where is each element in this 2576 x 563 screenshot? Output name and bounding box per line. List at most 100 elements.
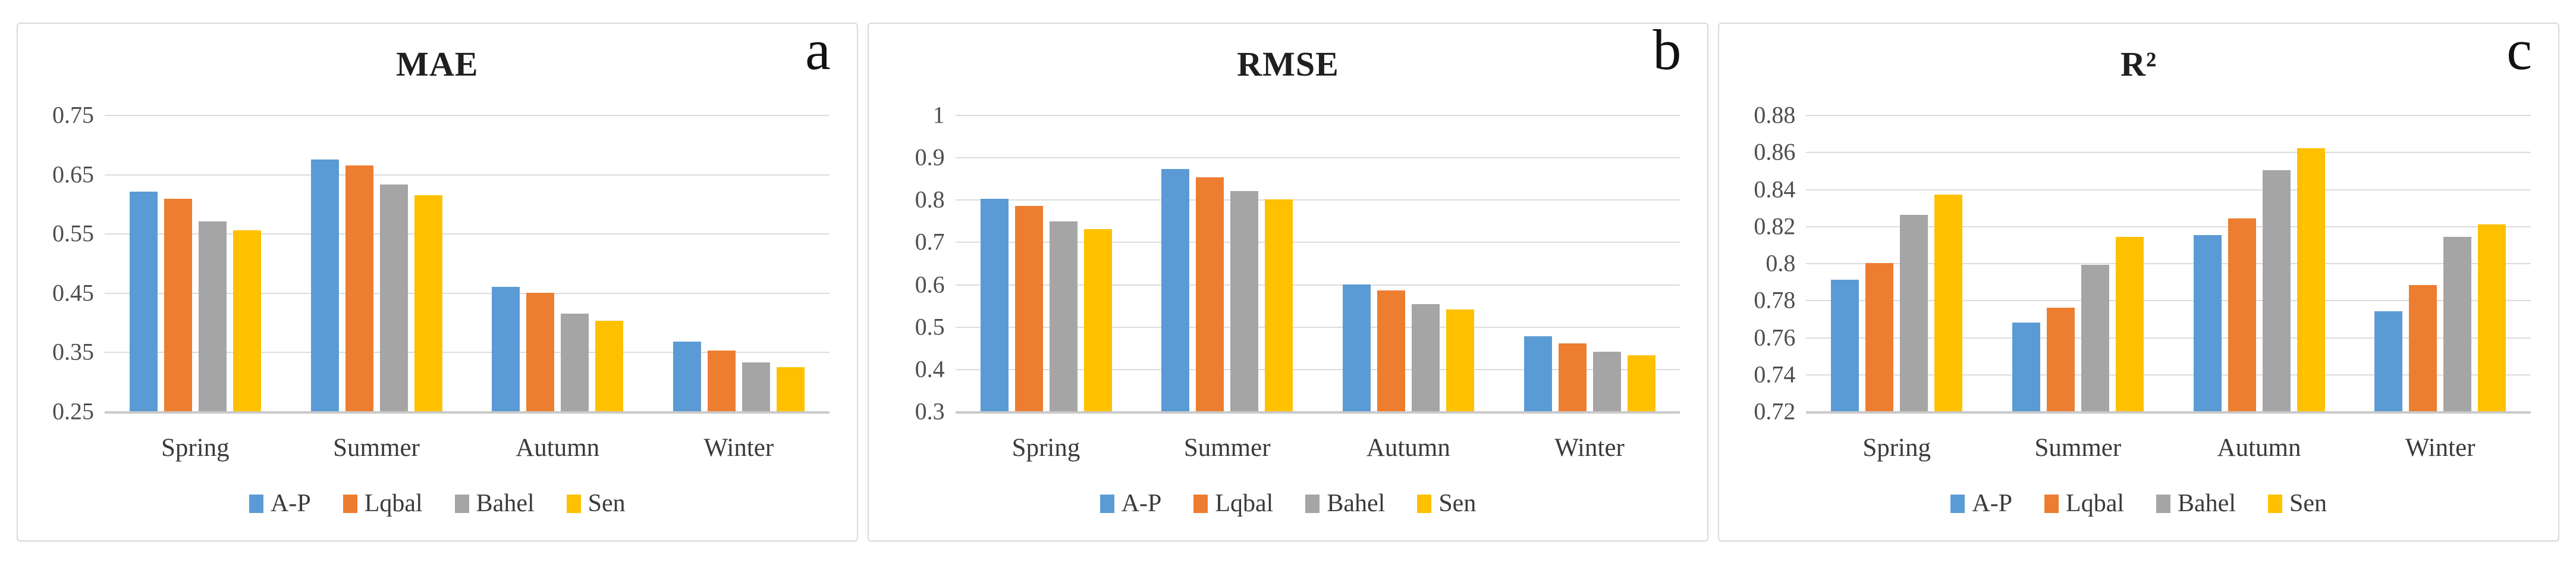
y-tick-label: 0.82 xyxy=(1754,212,1796,240)
gridline xyxy=(105,352,830,354)
y-tick-label: 0.35 xyxy=(52,338,94,365)
legend-label: A-P xyxy=(1972,490,2013,517)
legend-item-lqbal: Lqbal xyxy=(2044,489,2124,518)
bar-group-autumn xyxy=(1318,115,1499,411)
y-tick-label: 0.9 xyxy=(915,143,945,171)
chart-title: RMSE xyxy=(1237,45,1339,83)
panel-label: a xyxy=(805,18,831,82)
y-tick-label: 0.25 xyxy=(52,398,94,425)
legend-swatch xyxy=(1193,494,1208,513)
chart-panel-mae: MAE a 0.25 0.35 0.45 0.55 0.65 0.75 Spring Sum… xyxy=(17,18,858,542)
legend-label: Lqbal xyxy=(1215,490,1274,517)
gridline xyxy=(1806,226,2531,227)
bar-a-p-summer xyxy=(2012,322,2040,411)
legend-label: Bahel xyxy=(2178,490,2236,517)
x-labels: Spring Summer Autumn Winter xyxy=(105,433,830,462)
legend-swatch xyxy=(343,494,357,513)
chart-title: R² xyxy=(2121,45,2157,83)
bar-sen-summer xyxy=(2115,237,2144,411)
legend-swatch xyxy=(1099,494,1114,513)
bar-sen-winter xyxy=(2478,224,2506,411)
y-tick-label: 0.4 xyxy=(915,355,945,383)
bar-sen-spring xyxy=(233,230,261,411)
y-tick-label: 0.88 xyxy=(1754,101,1796,129)
legend-item-a-p: A-P xyxy=(1950,489,2012,518)
bar-bahel-autumn xyxy=(1411,304,1440,411)
chart-panel-rmse: RMSE b 0.3 0.4 0.5 0.6 0.7 0.8 0.9 1 Spring Summ… xyxy=(867,18,1709,542)
legend-item-bahel: Bahel xyxy=(2156,489,2236,518)
y-tick-label: 0.65 xyxy=(52,161,94,188)
y-tick-label: 1 xyxy=(932,101,945,129)
gridline xyxy=(1806,189,2531,190)
legend: A-P Lqbal Bahel Sen xyxy=(1719,489,2558,518)
y-tick-label: 0.76 xyxy=(1754,324,1796,351)
y-tick-label: 0.8 xyxy=(915,186,945,213)
x-category-label: Autumn xyxy=(1366,434,1450,462)
x-category-label: Winter xyxy=(2405,434,2476,462)
bar-bahel-winter xyxy=(2443,237,2472,411)
legend-item-a-p: A-P xyxy=(1099,489,1162,518)
legend-item-a-p: A-P xyxy=(249,489,311,518)
bar-group-winter xyxy=(648,115,830,411)
legend-swatch xyxy=(2156,494,2171,513)
bar-lqbal-summer xyxy=(345,165,373,411)
gridline xyxy=(105,115,830,116)
bar-sen-spring xyxy=(1083,229,1112,411)
x-category-label: Spring xyxy=(1011,434,1080,462)
bar-a-p-spring xyxy=(1831,280,1859,411)
bar-a-p-autumn xyxy=(1342,284,1371,411)
x-category-label: Winter xyxy=(703,434,774,462)
bar-a-p-autumn xyxy=(2193,235,2222,411)
bar-lqbal-autumn xyxy=(526,292,555,411)
gridline xyxy=(1806,152,2531,154)
bar-bahel-winter xyxy=(1592,352,1621,411)
bar-group-summer xyxy=(1987,115,2169,411)
gridline xyxy=(1806,115,2531,116)
legend-item-sen: Sen xyxy=(1417,489,1476,518)
bar-group-spring xyxy=(956,115,1137,411)
bar-bahel-summer xyxy=(1230,191,1259,411)
bar-bahel-spring xyxy=(1049,221,1077,411)
x-category-label: Spring xyxy=(161,434,230,462)
plot-area xyxy=(105,115,830,414)
legend-swatch xyxy=(2267,494,2282,513)
legend-item-lqbal: Lqbal xyxy=(1193,489,1273,518)
plot-area xyxy=(1806,115,2531,414)
legend-label: Lqbal xyxy=(364,490,423,517)
y-axis: 0.72 0.74 0.76 0.78 0.8 0.82 0.84 0.86 0.88 xyxy=(1719,102,1796,425)
legend-swatch xyxy=(1305,494,1320,513)
y-tick-label: 0.72 xyxy=(1754,398,1796,425)
bar-sen-autumn xyxy=(2297,148,2325,411)
bar-groups xyxy=(1806,115,2531,411)
bar-group-winter xyxy=(2349,115,2531,411)
bar-lqbal-summer xyxy=(1196,177,1224,411)
y-tick-label: 0.78 xyxy=(1754,286,1796,314)
bar-lqbal-spring xyxy=(1865,263,1894,411)
legend-swatch xyxy=(566,494,581,513)
bar-a-p-summer xyxy=(310,159,339,411)
legend-label: Lqbal xyxy=(2066,490,2125,517)
panel-label: b xyxy=(1653,18,1682,82)
legend-swatch xyxy=(2044,494,2059,513)
y-tick-label: 0.5 xyxy=(915,313,945,340)
x-category-label: Summer xyxy=(333,434,420,462)
bar-lqbal-autumn xyxy=(2228,218,2256,411)
y-tick-label: 0.45 xyxy=(52,279,94,306)
bar-bahel-autumn xyxy=(2262,170,2291,411)
bar-lqbal-summer xyxy=(2046,307,2075,411)
y-tick-label: 0.84 xyxy=(1754,176,1796,202)
y-tick-label: 0.55 xyxy=(52,220,94,247)
gridline xyxy=(955,115,1680,116)
gridline xyxy=(105,233,830,235)
bar-group-summer xyxy=(1136,115,1318,411)
legend-label: Sen xyxy=(1438,490,1477,517)
legend-label: A-P xyxy=(1121,490,1162,517)
y-tick-label: 0.8 xyxy=(1765,249,1796,277)
bar-group-autumn xyxy=(467,115,648,411)
legend-swatch xyxy=(1417,494,1432,513)
bar-lqbal-winter xyxy=(2409,285,2437,411)
bar-bahel-autumn xyxy=(561,313,589,411)
bar-bahel-summer xyxy=(2081,265,2109,411)
bar-a-p-summer xyxy=(1161,169,1190,411)
